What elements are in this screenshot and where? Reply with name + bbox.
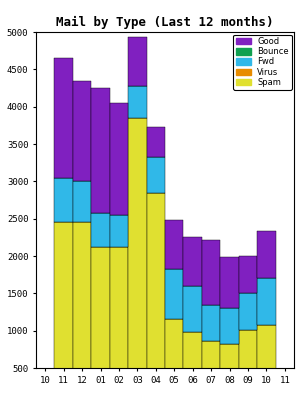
Bar — [183, 332, 202, 400]
Bar — [110, 103, 128, 215]
Bar — [165, 220, 183, 269]
Bar — [165, 269, 183, 320]
Bar — [202, 240, 220, 305]
Bar — [54, 178, 73, 222]
Bar — [147, 192, 165, 400]
Bar — [239, 293, 257, 330]
Bar — [239, 330, 257, 400]
Bar — [257, 325, 276, 400]
Bar — [165, 320, 183, 400]
Bar — [91, 247, 110, 400]
Bar — [73, 222, 91, 400]
Bar — [54, 222, 73, 400]
Bar — [239, 256, 257, 293]
Bar — [91, 214, 110, 247]
Bar — [202, 305, 220, 341]
Bar — [183, 286, 202, 332]
Bar — [147, 127, 165, 157]
Bar — [257, 278, 276, 325]
Bar — [73, 80, 91, 181]
Legend: Good, Bounce, Fwd, Virus, Spam: Good, Bounce, Fwd, Virus, Spam — [233, 34, 292, 90]
Title: Mail by Type (Last 12 months): Mail by Type (Last 12 months) — [56, 16, 274, 30]
Bar — [73, 181, 91, 222]
Bar — [128, 37, 147, 86]
Bar — [147, 157, 165, 192]
Bar — [202, 341, 220, 400]
Bar — [220, 258, 239, 308]
Bar — [91, 88, 110, 214]
Bar — [128, 86, 147, 118]
Bar — [257, 231, 276, 278]
Bar — [183, 237, 202, 286]
Bar — [110, 247, 128, 400]
Bar — [110, 215, 128, 247]
Bar — [220, 308, 239, 344]
Bar — [54, 58, 73, 178]
Bar — [128, 118, 147, 400]
Bar — [220, 344, 239, 400]
